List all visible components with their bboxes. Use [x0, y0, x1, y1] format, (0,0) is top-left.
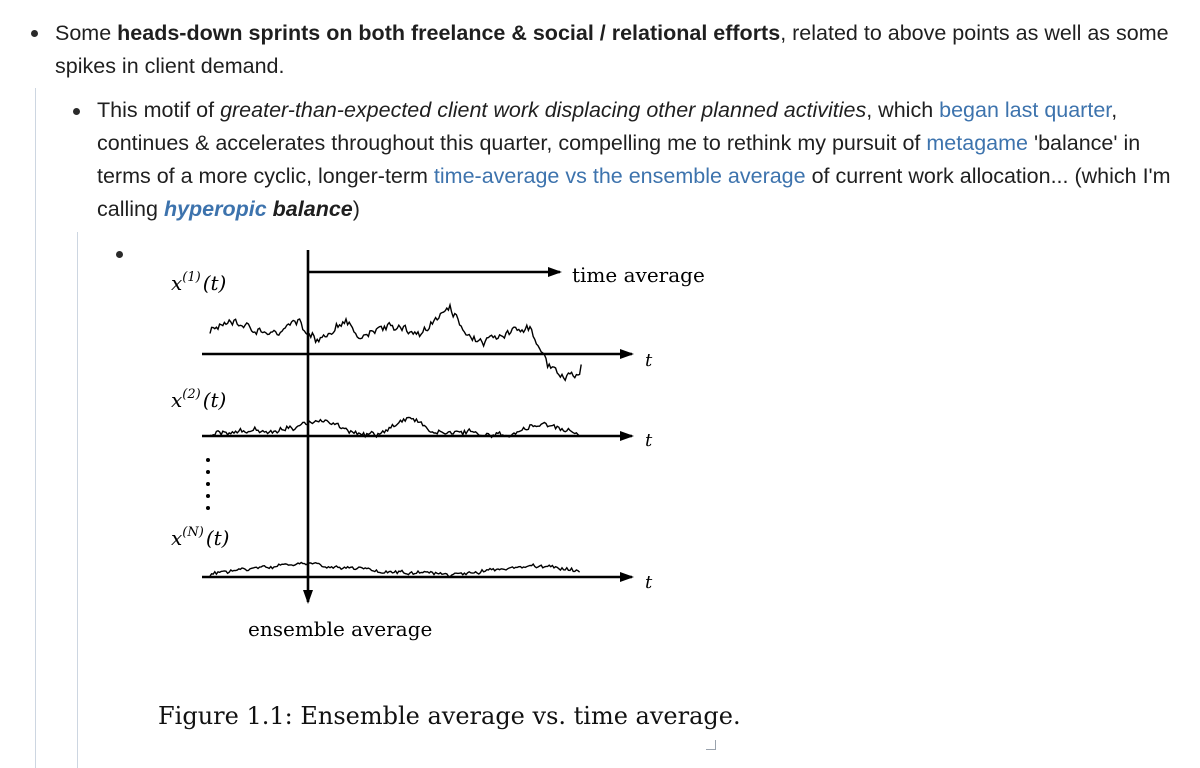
t-label-2: t	[645, 430, 653, 451]
outline-guide-level2	[77, 232, 78, 768]
figure-caption: Figure 1.1: Ensemble average vs. time av…	[158, 702, 741, 730]
item-1-text-2: , related to above points as well as som…	[55, 21, 1169, 78]
item-2-text-5: of current work allocation... (which I'm…	[97, 164, 1171, 221]
ellipsis-dots	[206, 458, 210, 510]
bullet-item-1[interactable]	[31, 30, 38, 37]
label-x2: x(2) (t)	[171, 387, 226, 412]
item-1-bold: heads-down sprints on both freelance & s…	[117, 21, 781, 45]
outline-item-2[interactable]: This motif of greater-than-expected clie…	[97, 94, 1177, 226]
link-began-last-quarter[interactable]: began last quarter	[939, 98, 1112, 122]
ensemble-average-label: ensemble average	[248, 617, 432, 641]
item-2-italic: greater-than-expected client work displa…	[220, 98, 867, 122]
outline-item-1[interactable]: Some heads-down sprints on both freelanc…	[55, 17, 1180, 83]
item-2-text-2: , which	[866, 98, 940, 122]
time-average-label: time average	[572, 263, 705, 287]
link-metagame[interactable]: metagame	[926, 131, 1028, 155]
label-x1: x(1) (t)	[171, 270, 226, 295]
item-2-text-3: , continues & accelerates throughout thi…	[97, 98, 1118, 155]
item-1-text: Some	[55, 21, 118, 45]
trajectory-1	[209, 302, 582, 382]
link-hyperopic[interactable]: hyperopic	[163, 197, 267, 221]
item-2-text-1: This motif of	[97, 98, 221, 122]
bullet-item-2[interactable]	[73, 108, 80, 115]
t-label-n: t	[645, 572, 653, 593]
t-label-1: t	[645, 350, 653, 371]
label-xn: x(N) (t)	[171, 525, 229, 550]
outline-guide-level1	[35, 88, 36, 768]
resize-handle[interactable]	[706, 740, 716, 750]
trajectory-n	[209, 561, 581, 578]
trajectory-2	[209, 416, 581, 439]
item-2-text-6: )	[352, 197, 360, 221]
ensemble-vs-time-average-figure: x(1) (t) x(2) (t) x(N) (t) time average ens…	[171, 250, 705, 641]
item-2-text-4: 'balance' in terms of a more cyclic, lon…	[97, 131, 1141, 188]
item-2-bold-balance: balance	[272, 197, 353, 221]
link-time-vs-ensemble-average[interactable]: time-average vs the ensemble average	[433, 164, 806, 188]
bullet-item-3[interactable]	[116, 251, 123, 258]
